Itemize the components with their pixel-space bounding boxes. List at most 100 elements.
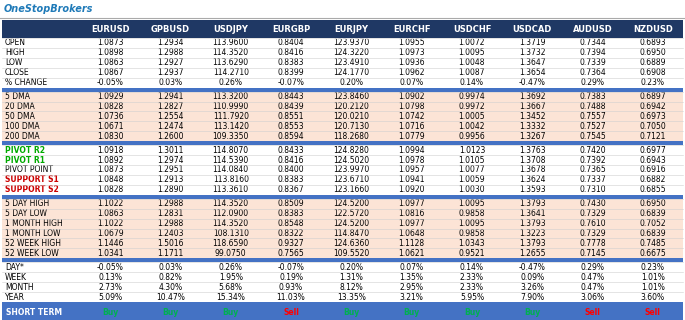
Text: NZDUSD: NZDUSD bbox=[633, 25, 673, 34]
Text: 1.1022: 1.1022 bbox=[97, 219, 123, 228]
Text: 1.0042: 1.0042 bbox=[459, 122, 485, 131]
Text: 3.06%: 3.06% bbox=[580, 292, 605, 301]
Text: 0.7394: 0.7394 bbox=[580, 48, 606, 57]
Text: 5 DAY LOW: 5 DAY LOW bbox=[5, 209, 47, 218]
Bar bbox=[2, 282, 683, 292]
Text: 1.0936: 1.0936 bbox=[399, 58, 425, 67]
Text: 1.01%: 1.01% bbox=[641, 283, 664, 292]
Bar bbox=[2, 219, 683, 228]
Text: 1.31%: 1.31% bbox=[339, 273, 363, 282]
Text: 0.6882: 0.6882 bbox=[640, 175, 666, 184]
Text: 0.7329: 0.7329 bbox=[580, 209, 606, 218]
Text: 1.0830: 1.0830 bbox=[97, 132, 123, 141]
Text: 1.0648: 1.0648 bbox=[399, 229, 425, 238]
Bar bbox=[2, 258, 683, 262]
Text: SUPPORT S1: SUPPORT S1 bbox=[5, 175, 59, 184]
Text: 1.1128: 1.1128 bbox=[399, 239, 425, 248]
Text: 2.73%: 2.73% bbox=[98, 283, 122, 292]
Text: 0.8404: 0.8404 bbox=[277, 38, 304, 47]
Text: 1.0863: 1.0863 bbox=[97, 58, 123, 67]
Text: 108.1310: 108.1310 bbox=[213, 229, 249, 238]
Text: 0.13%: 0.13% bbox=[98, 273, 122, 282]
Text: 0.6977: 0.6977 bbox=[640, 146, 667, 155]
Text: Buy: Buy bbox=[464, 308, 480, 317]
Text: 52 WEEK HIGH: 52 WEEK HIGH bbox=[5, 239, 61, 248]
Text: 123.9370: 123.9370 bbox=[333, 38, 369, 47]
Text: 0.29%: 0.29% bbox=[581, 78, 605, 87]
Text: 1.0867: 1.0867 bbox=[97, 68, 123, 77]
Text: 1.2988: 1.2988 bbox=[158, 48, 184, 57]
Text: 1.0077: 1.0077 bbox=[459, 165, 485, 174]
Text: 0.8400: 0.8400 bbox=[277, 165, 304, 174]
Text: 1.0962: 1.0962 bbox=[399, 68, 425, 77]
Text: 20 DMA: 20 DMA bbox=[5, 102, 35, 111]
Text: 0.8439: 0.8439 bbox=[277, 102, 304, 111]
Bar bbox=[2, 292, 683, 302]
Text: Buy: Buy bbox=[403, 308, 420, 317]
Text: 1.0095: 1.0095 bbox=[459, 199, 485, 208]
Text: 110.9990: 110.9990 bbox=[212, 102, 249, 111]
Text: 1.0863: 1.0863 bbox=[97, 209, 123, 218]
Text: 118.6590: 118.6590 bbox=[212, 239, 249, 248]
Text: USDCHF: USDCHF bbox=[453, 25, 491, 34]
Text: 123.6710: 123.6710 bbox=[334, 175, 369, 184]
Bar bbox=[2, 48, 683, 58]
Text: 1.3267: 1.3267 bbox=[519, 132, 545, 141]
Text: % CHANGE: % CHANGE bbox=[5, 78, 47, 87]
Text: 11.03%: 11.03% bbox=[277, 292, 306, 301]
Text: 1.2941: 1.2941 bbox=[158, 92, 184, 101]
Bar bbox=[2, 248, 683, 258]
Bar bbox=[2, 131, 683, 141]
Text: 0.6889: 0.6889 bbox=[640, 58, 666, 67]
Text: 0.9858: 0.9858 bbox=[459, 229, 485, 238]
Text: 1.3667: 1.3667 bbox=[519, 102, 545, 111]
Text: 0.6839: 0.6839 bbox=[640, 229, 666, 238]
Text: 124.5020: 124.5020 bbox=[334, 156, 369, 164]
Text: Sell: Sell bbox=[283, 308, 299, 317]
Bar bbox=[2, 228, 683, 238]
Text: 0.9521: 0.9521 bbox=[459, 249, 485, 258]
Text: 0.47%: 0.47% bbox=[580, 283, 605, 292]
Text: 1.0005: 1.0005 bbox=[459, 112, 485, 121]
Text: 1.0095: 1.0095 bbox=[459, 48, 485, 57]
Text: 5 DMA: 5 DMA bbox=[5, 92, 30, 101]
Text: 1.3452: 1.3452 bbox=[519, 112, 545, 121]
Text: 1.0918: 1.0918 bbox=[97, 146, 123, 155]
Text: YEAR: YEAR bbox=[5, 292, 25, 301]
Text: LOW: LOW bbox=[5, 58, 23, 67]
Text: 1.0059: 1.0059 bbox=[459, 175, 485, 184]
Text: 114.2710: 114.2710 bbox=[213, 68, 249, 77]
Text: 1.0920: 1.0920 bbox=[399, 185, 425, 194]
Text: 1.3654: 1.3654 bbox=[519, 68, 545, 77]
Text: 1.0087: 1.0087 bbox=[459, 68, 485, 77]
Text: 1.2831: 1.2831 bbox=[158, 209, 184, 218]
Text: 1.3692: 1.3692 bbox=[519, 92, 545, 101]
Text: 13.35%: 13.35% bbox=[337, 292, 366, 301]
Text: -0.05%: -0.05% bbox=[97, 78, 123, 87]
Text: 0.7778: 0.7778 bbox=[580, 239, 606, 248]
Text: SUPPORT S2: SUPPORT S2 bbox=[5, 185, 59, 194]
Text: 1 MONTH LOW: 1 MONTH LOW bbox=[5, 229, 60, 238]
Text: 0.26%: 0.26% bbox=[219, 78, 242, 87]
Text: 124.5200: 124.5200 bbox=[334, 219, 369, 228]
Text: 1.0977: 1.0977 bbox=[399, 219, 425, 228]
Text: 0.7420: 0.7420 bbox=[580, 146, 606, 155]
Bar bbox=[2, 272, 683, 282]
Text: 1.2474: 1.2474 bbox=[157, 122, 184, 131]
Text: 1.0957: 1.0957 bbox=[399, 165, 425, 174]
Bar bbox=[2, 92, 683, 101]
Text: HIGH: HIGH bbox=[5, 48, 25, 57]
Text: 0.93%: 0.93% bbox=[279, 283, 303, 292]
Text: CLOSE: CLOSE bbox=[5, 68, 29, 77]
Text: 0.8416: 0.8416 bbox=[278, 156, 304, 164]
Text: 4.30%: 4.30% bbox=[158, 283, 182, 292]
Text: 0.7392: 0.7392 bbox=[580, 156, 606, 164]
Text: 0.7329: 0.7329 bbox=[580, 229, 606, 238]
Text: 1.0973: 1.0973 bbox=[399, 48, 425, 57]
Text: 1.2827: 1.2827 bbox=[158, 102, 184, 111]
Text: 1.3793: 1.3793 bbox=[519, 199, 545, 208]
Text: 1.0343: 1.0343 bbox=[459, 239, 485, 248]
Text: 118.2680: 118.2680 bbox=[334, 132, 369, 141]
Text: USDCAD: USDCAD bbox=[512, 25, 552, 34]
Text: 1.0779: 1.0779 bbox=[399, 132, 425, 141]
